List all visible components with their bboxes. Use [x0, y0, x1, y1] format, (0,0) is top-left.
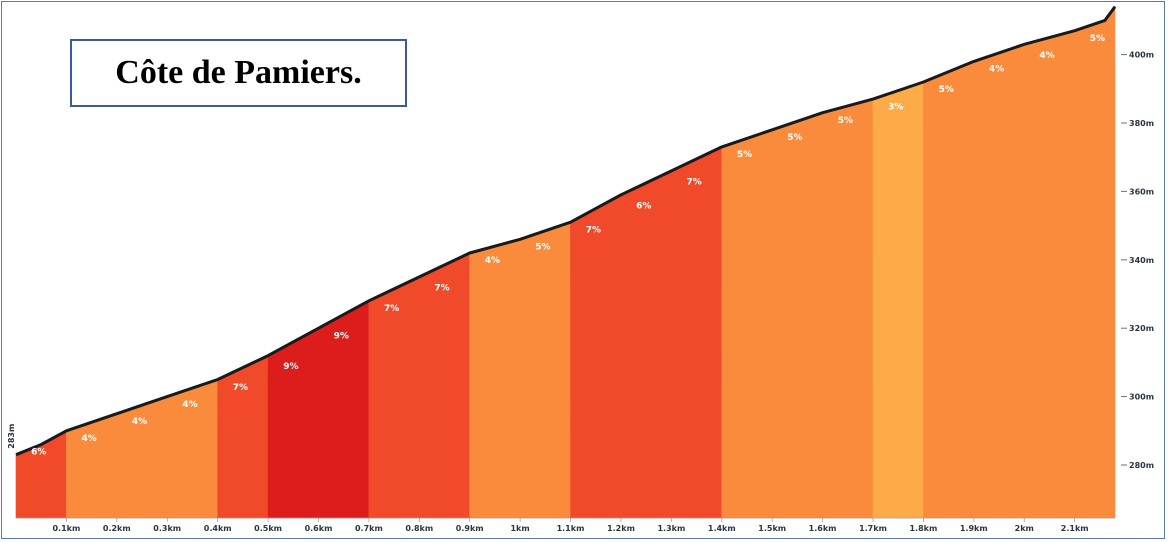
gradient-label: 7%: [687, 178, 702, 188]
gradient-label: 4%: [485, 256, 500, 266]
x-tick-label: 1km: [510, 524, 529, 533]
x-tick-label: 1.5km: [758, 524, 786, 533]
x-tick-label: 1.7km: [859, 524, 887, 533]
x-tick-label: 1.9km: [960, 524, 988, 533]
gradient-segment-17: [872, 81, 924, 519]
y-tick-label: 380m: [1129, 119, 1154, 128]
chart-title: Côte de Pamiers.: [115, 54, 362, 91]
gradient-label: 6%: [31, 448, 46, 458]
y-tick-label: 360m: [1129, 187, 1154, 196]
gradient-segment-4: [217, 355, 269, 519]
start-elevation-label: 283m: [7, 424, 16, 449]
x-tick-label: 1.4km: [708, 524, 736, 533]
gradient-label: 7%: [434, 284, 449, 294]
gradient-label: 9%: [283, 362, 298, 372]
gradient-label: 7%: [586, 225, 601, 235]
gradient-segment-9: [469, 221, 571, 519]
y-tick-label: 320m: [1129, 324, 1154, 333]
x-tick-label: 2km: [1015, 524, 1034, 533]
elevation-profile-line: [15, 5, 1117, 457]
x-tick-label: 0.9km: [456, 524, 484, 533]
gradient-label: 4%: [132, 417, 147, 427]
gradient-label: 5%: [939, 85, 954, 95]
x-tick-label: 0.1km: [52, 524, 80, 533]
y-tick-label: 340m: [1129, 256, 1154, 265]
gradient-label: 7%: [384, 304, 399, 314]
x-tick-label: 0.4km: [204, 524, 232, 533]
y-tick-label: 300m: [1129, 393, 1154, 402]
x-tick-label: 1.6km: [809, 524, 837, 533]
gradient-label: 4%: [989, 65, 1004, 75]
gradient-label: 5%: [737, 150, 752, 160]
x-tick-label: 0.3km: [153, 524, 181, 533]
gradient-label: 5%: [838, 116, 853, 126]
x-tick-label: 0.7km: [355, 524, 383, 533]
gradient-label: 7%: [233, 383, 248, 393]
gradient-label: 9%: [334, 332, 349, 342]
x-tick-label: 2.1km: [1061, 524, 1089, 533]
gradient-segment-5: [267, 300, 370, 519]
gradient-segment-18: [923, 5, 1116, 519]
gradient-label: 3%: [888, 102, 903, 112]
y-tick-label: 280m: [1129, 461, 1154, 470]
gradient-label: 4%: [1039, 51, 1054, 61]
x-tick-label: 0.2km: [103, 524, 131, 533]
gradient-label: 5%: [535, 243, 550, 253]
gradient-label: 5%: [787, 133, 802, 143]
gradient-segment-14: [721, 98, 874, 519]
x-tick-label: 0.6km: [305, 524, 333, 533]
gradient-label: 5%: [1090, 34, 1105, 44]
gradient-label: 4%: [82, 434, 97, 444]
y-tick-label: 400m: [1129, 51, 1154, 60]
x-tick-label: 0.5km: [254, 524, 282, 533]
x-tick-label: 1.1km: [557, 524, 585, 533]
gradient-label: 4%: [182, 400, 197, 410]
x-tick-label: 1.3km: [657, 524, 685, 533]
chart-title-box: Côte de Pamiers.: [70, 39, 407, 107]
gradient-segment-2: [116, 396, 168, 519]
x-tick-label: 0.8km: [405, 524, 433, 533]
x-tick-label: 1.2km: [607, 524, 635, 533]
gradient-label: 6%: [636, 202, 651, 212]
x-tick-label: 1.8km: [909, 524, 937, 533]
